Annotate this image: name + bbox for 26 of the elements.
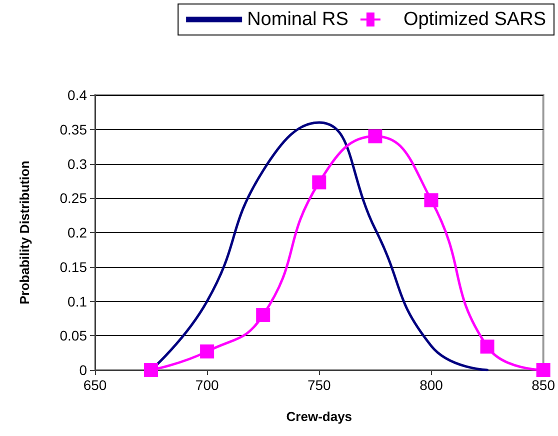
x-tick-label: 700 xyxy=(195,377,219,393)
point xyxy=(368,129,382,144)
x-tick-label: 800 xyxy=(420,377,444,393)
y-tick-label: 0.3 xyxy=(68,156,88,172)
legend-label: Nominal RS xyxy=(247,9,348,30)
point xyxy=(480,340,494,354)
point xyxy=(200,344,214,358)
x-tick-label: 650 xyxy=(83,377,107,393)
y-tick-label: 0.35 xyxy=(60,121,88,138)
point xyxy=(424,193,438,208)
point xyxy=(256,308,270,322)
y-tick-label: 0.05 xyxy=(60,328,88,344)
y-tick-label: 0.4 xyxy=(68,87,88,103)
point xyxy=(536,363,550,377)
y-tick-label: 0 xyxy=(79,362,88,378)
y-axis-title: Probability Distribution xyxy=(17,160,32,304)
y-tick-label: 0.1 xyxy=(68,293,88,310)
point xyxy=(144,363,158,377)
x-tick-label: 850 xyxy=(532,377,556,393)
y-tick-label: 0.25 xyxy=(60,190,88,206)
y-tick-label: 0.15 xyxy=(60,258,88,275)
point xyxy=(312,175,326,190)
x-tick-label: 750 xyxy=(307,377,332,393)
x-axis-title: Crew-days xyxy=(286,409,352,424)
legend-label: Optimized SARS xyxy=(403,9,546,30)
y-tick-label: 0.2 xyxy=(68,224,88,240)
